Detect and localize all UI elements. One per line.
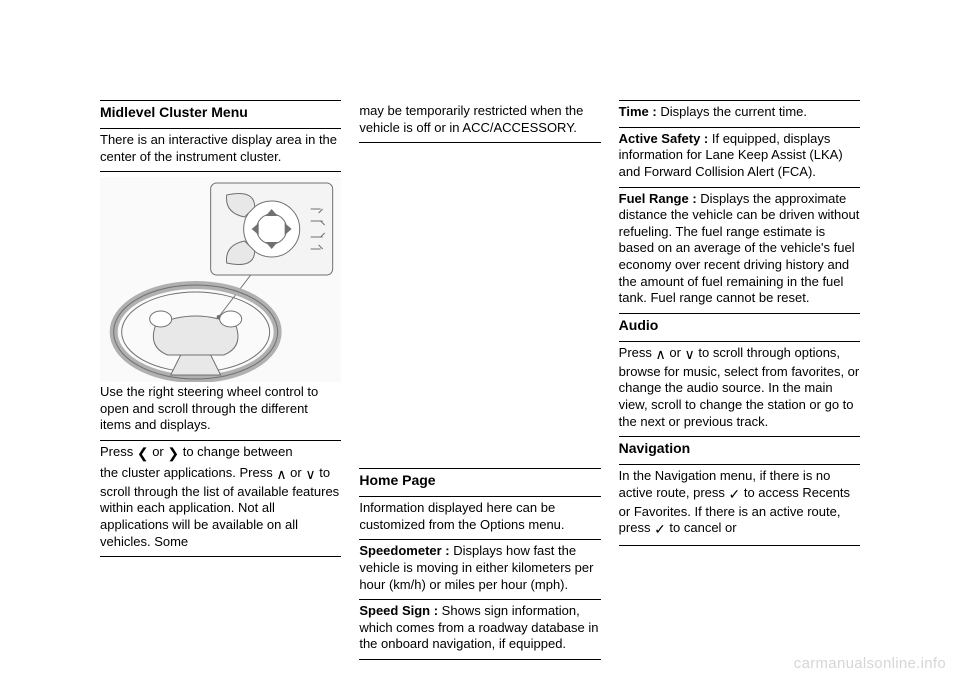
t: or — [287, 465, 306, 480]
press-line-2: the cluster applications. Press ∧ or ∨ t… — [100, 465, 341, 550]
up-icon: ∧ — [276, 466, 286, 484]
audio-text: Press ∧ or ∨ to scroll through options, … — [619, 345, 860, 430]
section-press: Press ❮ or ❯ to change between the clust… — [100, 440, 341, 557]
active-safety-text: Active Safety : If equipped, displays in… — [619, 131, 860, 181]
t: or — [666, 345, 685, 360]
speed-sign-label: Speed Sign : — [359, 603, 438, 618]
left-icon: ❮ — [137, 445, 149, 463]
t: Displays the current time. — [657, 104, 807, 119]
image-caption: Use the right steering wheel control to … — [100, 384, 341, 434]
t: the cluster applications. Press — [100, 465, 276, 480]
section-home-body: Information displayed here can be custom… — [359, 496, 600, 539]
nav-text: In the Navigation menu, if there is no a… — [619, 468, 860, 539]
speed-sign-text: Speed Sign : Shows sign information, whi… — [359, 603, 600, 653]
column-3: Time : Displays the current time. Active… — [619, 100, 860, 660]
t: or — [149, 444, 168, 459]
blank-space — [359, 143, 600, 468]
section-fuel-range: Fuel Range : Displays the approximate di… — [619, 187, 860, 313]
steering-wheel-illustration — [100, 177, 341, 382]
midlevel-heading: Midlevel Cluster Menu — [100, 104, 341, 122]
watermark-text: carmanualsonline.info — [794, 655, 946, 672]
audio-heading: Audio — [619, 317, 860, 335]
t: Press — [100, 444, 137, 459]
section-audio-heading: Audio — [619, 313, 860, 341]
manual-page: Midlevel Cluster Menu There is an intera… — [100, 100, 860, 660]
up-icon: ∧ — [656, 346, 666, 364]
column-1: Midlevel Cluster Menu There is an intera… — [100, 100, 341, 660]
section-audio-body: Press ∧ or ∨ to scroll through options, … — [619, 341, 860, 436]
t: Press — [619, 345, 656, 360]
section-continuation: may be temporarily restricted when the v… — [359, 100, 600, 143]
home-text: Information displayed here can be custom… — [359, 500, 600, 533]
section-nav-heading: Navigation — [619, 436, 860, 464]
speedometer-label: Speedometer : — [359, 543, 449, 558]
t: to cancel or — [666, 520, 737, 535]
fuel-range-label: Fuel Range : — [619, 191, 697, 206]
check-icon: ✓ — [728, 486, 740, 504]
section-speedometer: Speedometer : Displays how fast the vehi… — [359, 539, 600, 599]
home-heading: Home Page — [359, 472, 600, 490]
t: to change between — [179, 444, 292, 459]
nav-heading: Navigation — [619, 440, 860, 458]
section-image: Use the right steering wheel control to … — [100, 171, 341, 440]
cont-text: may be temporarily restricted when the v… — [359, 103, 600, 136]
section-active-safety: Active Safety : If equipped, displays in… — [619, 127, 860, 187]
section-heading: Midlevel Cluster Menu — [100, 100, 341, 128]
press-line-1: Press ❮ or ❯ to change between — [100, 444, 341, 463]
section-home-heading: Home Page — [359, 468, 600, 496]
fuel-range-text: Fuel Range : Displays the approximate di… — [619, 191, 860, 307]
time-label: Time : — [619, 104, 657, 119]
section-nav-body: In the Navigation menu, if there is no a… — [619, 464, 860, 546]
check-icon: ✓ — [654, 521, 666, 539]
right-icon: ❯ — [167, 445, 179, 463]
section-time: Time : Displays the current time. — [619, 100, 860, 127]
t: Displays the approximate distance the ve… — [619, 191, 860, 306]
steering-svg — [100, 177, 341, 382]
down-icon: ∨ — [305, 466, 315, 484]
time-text: Time : Displays the current time. — [619, 104, 860, 121]
column-2: may be temporarily restricted when the v… — [359, 100, 600, 660]
active-safety-label: Active Safety : — [619, 131, 709, 146]
section-speed-sign: Speed Sign : Shows sign information, whi… — [359, 599, 600, 660]
section-intro: There is an interactive display area in … — [100, 128, 341, 171]
speedometer-text: Speedometer : Displays how fast the vehi… — [359, 543, 600, 593]
intro-text: There is an interactive display area in … — [100, 132, 341, 165]
down-icon: ∨ — [685, 346, 695, 364]
